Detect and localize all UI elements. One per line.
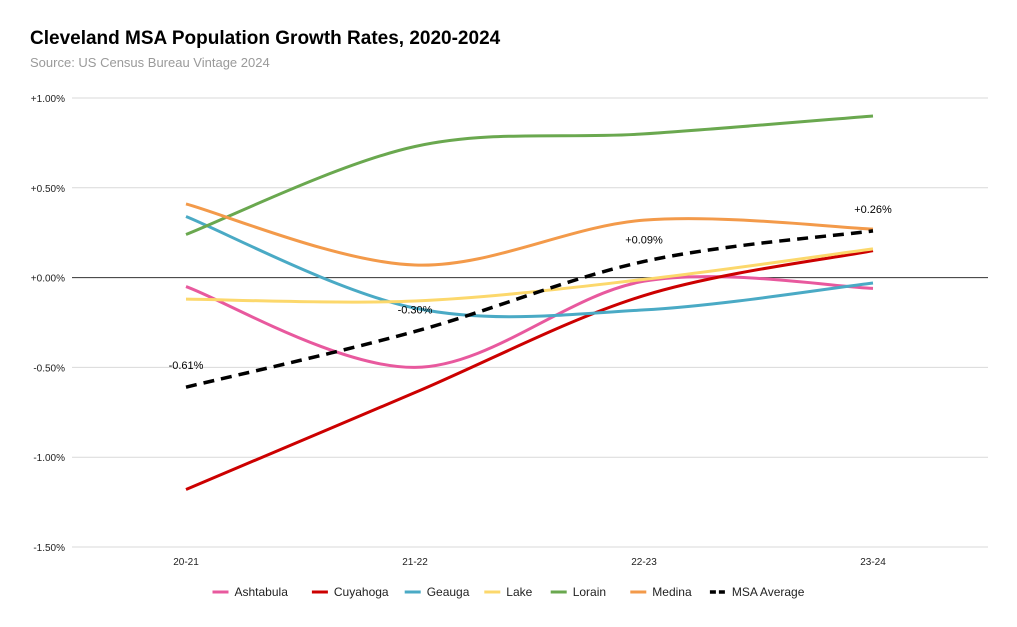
series-line-geauga [185,215,874,319]
y-tick-label: -0.50% [33,363,65,374]
legend-label: Lorain [573,585,606,599]
legend-label: Ashtabula [235,585,289,599]
legend-label: Medina [652,585,692,599]
y-tick-label: +0.00% [31,274,65,285]
series-line-cuyahoga [185,249,874,491]
data-label: +0.26% [854,204,892,216]
y-tick-label: +0.50% [31,184,65,195]
x-axis: 20-21 21-22 22-23 23-24 [173,557,886,568]
legend-label: Cuyahoga [334,585,389,599]
data-label: -0.61% [169,360,204,372]
x-tick-label: 23-24 [860,557,886,568]
chart-title: Cleveland MSA Population Growth Rates, 2… [30,28,501,49]
legend-label: Geauga [427,585,470,599]
data-label: +0.09% [625,234,663,246]
legend-item: Lorain [550,585,606,599]
gridlines [72,97,988,548]
data-labels: -0.61% -0.30% +0.09% +0.26% [169,204,892,372]
x-tick-label: 22-23 [631,557,657,568]
series-lines [185,114,874,491]
series-line-msa-average [185,229,874,389]
y-tick-label: -1.50% [33,543,65,554]
series-line-lorain [185,114,874,236]
legend-item: Lake [484,585,533,599]
chart-subtitle: Source: US Census Bureau Vintage 2024 [30,55,270,70]
series-line-ashtabula [185,275,874,369]
y-axis: +1.00% +0.50% +0.00% -0.50% -1.00% -1.50% [31,94,65,554]
legend-label: MSA Average [732,585,805,599]
legend-item: Cuyahoga [311,585,389,599]
series-line-lake [185,247,874,304]
y-tick-label: -1.00% [33,453,65,464]
x-tick-label: 20-21 [173,557,199,568]
legend-item: MSA Average [709,585,805,599]
legend-item: Ashtabula [212,585,289,599]
x-tick-label: 21-22 [402,557,428,568]
legend-item: Medina [630,585,692,599]
data-label: -0.30% [398,304,433,316]
series-line-medina [185,202,874,267]
legend-label: Lake [506,585,532,599]
y-tick-label: +1.00% [31,94,65,105]
legend: Ashtabula Cuyahoga Geauga Lake Lorain Medina M… [212,585,805,599]
legend-item: Geauga [404,585,470,599]
